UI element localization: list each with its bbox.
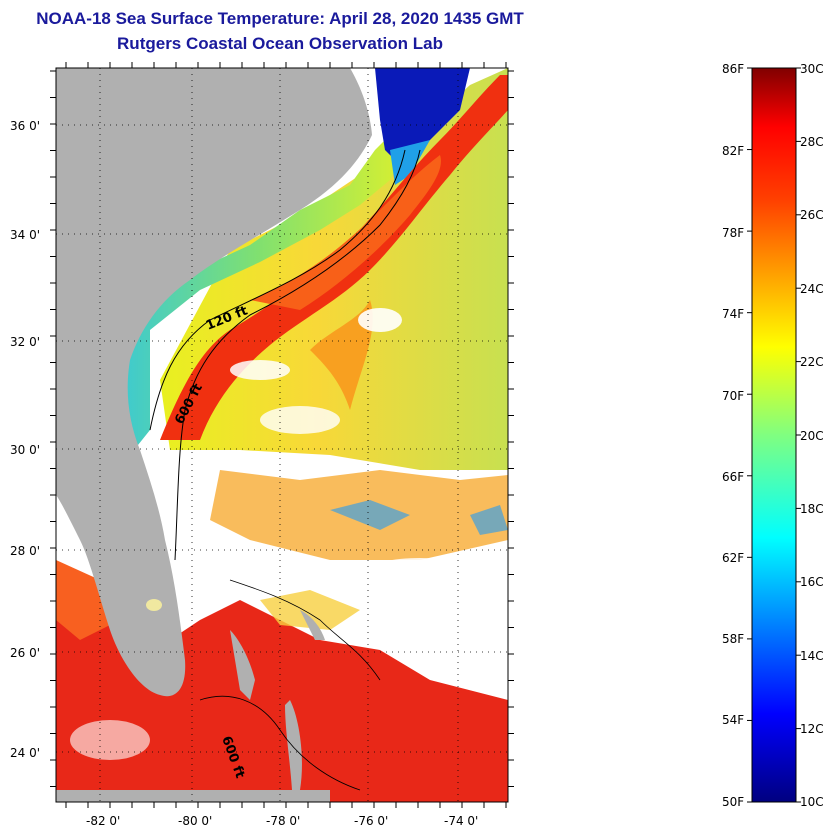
cb-f-50: 50F [722, 795, 744, 809]
lon-label-82: -82 0' [86, 814, 120, 828]
cb-f-86: 86F [722, 62, 744, 76]
lat-label-34: 34 0' [10, 228, 40, 242]
cb-f-78: 78F [722, 226, 744, 240]
cb-c-30: 30C [800, 62, 824, 76]
map-title: NOAA-18 Sea Surface Temperature: April 2… [36, 9, 524, 28]
lat-label-24: 24 0' [10, 746, 40, 760]
lake-okeechobee [146, 599, 162, 611]
lat-label-26: 26 0' [10, 646, 40, 660]
us-mainland [56, 68, 372, 697]
cb-f-58: 58F [722, 632, 744, 646]
lon-label-78: -78 0' [266, 814, 300, 828]
map-frame [55, 67, 509, 803]
cb-f-66: 66F [722, 470, 744, 484]
cb-c-16: 16C [800, 575, 824, 589]
cb-c-24: 24C [800, 282, 824, 296]
cb-f-82: 82F [722, 144, 744, 158]
cb-f-54: 54F [722, 713, 744, 727]
lon-label-76: -76 0' [354, 814, 388, 828]
lat-label-30: 30 0' [10, 443, 40, 457]
shelf-water [110, 130, 405, 455]
lat-label-36: 36 0' [10, 119, 40, 133]
cb-f-70: 70F [722, 389, 744, 403]
cb-c-18: 18C [800, 502, 824, 516]
cb-f-62: 62F [722, 551, 744, 565]
cb-c-28: 28C [800, 135, 824, 149]
cold-water [375, 68, 470, 165]
lon-label-80: -80 0' [178, 814, 212, 828]
map-subtitle: Rutgers Coastal Ocean Observation Lab [117, 34, 443, 53]
cb-c-22: 22C [800, 355, 824, 369]
bahamas-islands [230, 610, 325, 790]
cb-c-14: 14C [800, 649, 824, 663]
cuba-coast [56, 790, 330, 802]
lat-label-32: 32 0' [10, 335, 40, 349]
graticule [56, 68, 508, 802]
cb-c-26: 26C [800, 208, 824, 222]
contour-600ft [174, 149, 421, 561]
cb-f-74: 74F [722, 307, 744, 321]
colorbar-ticks [747, 67, 801, 803]
southern-warm-water [56, 580, 508, 802]
map-ticks [50, 62, 514, 808]
sst-imagery [56, 68, 508, 802]
cb-c-10: 10C [800, 795, 824, 809]
lon-label-74: -74 0' [444, 814, 478, 828]
cb-c-20: 20C [800, 429, 824, 443]
contour-120ft [149, 149, 406, 431]
colorbar [751, 67, 797, 803]
lat-label-28: 28 0' [10, 544, 40, 558]
cb-c-12: 12C [800, 722, 824, 736]
